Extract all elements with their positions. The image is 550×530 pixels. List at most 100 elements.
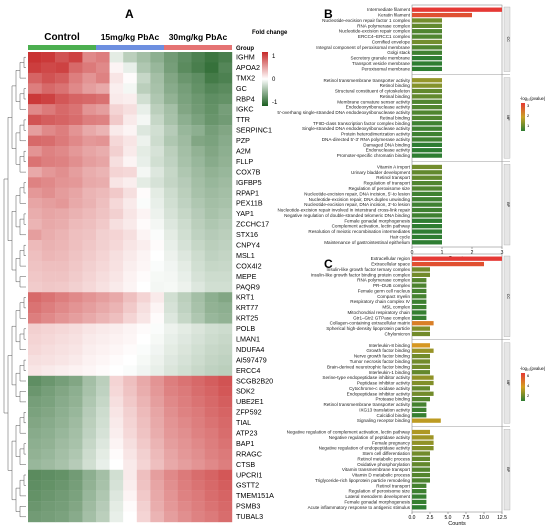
heatmap-cell xyxy=(204,250,219,262)
dendrogram-branch xyxy=(19,276,26,288)
heatmap-cell xyxy=(41,448,56,460)
heatmap-cell xyxy=(191,344,205,356)
heatmap-cell xyxy=(123,166,137,178)
heatmap-cell xyxy=(150,469,165,481)
heatmap-cell xyxy=(123,250,137,262)
heatmap-cell xyxy=(218,334,233,345)
dendrogram-branch xyxy=(11,325,16,386)
heatmap-cell xyxy=(68,344,83,356)
heatmap-cell xyxy=(218,386,233,397)
heatmap-cell xyxy=(109,302,124,314)
heatmap-cell xyxy=(96,459,110,470)
go-bar xyxy=(412,218,442,223)
heatmap-cell xyxy=(164,83,178,94)
heatmap-cell xyxy=(164,219,178,230)
heatmap-cell xyxy=(109,292,124,303)
dendrogram-branch xyxy=(23,213,26,225)
heatmap-cell xyxy=(55,323,69,335)
heatmap-cell xyxy=(204,375,219,387)
heatmap-cell xyxy=(204,260,219,272)
go-bar xyxy=(412,446,434,451)
heatmap-cell xyxy=(96,104,110,115)
heatmap-cell xyxy=(55,407,69,418)
go-bar xyxy=(412,402,427,407)
heatmap-cell xyxy=(204,417,219,429)
go-bar xyxy=(412,499,427,505)
heatmap-cell xyxy=(28,208,42,220)
heatmap-cell xyxy=(164,438,178,450)
gene-label: APOA2 xyxy=(236,63,260,72)
go-bar xyxy=(412,343,430,348)
heatmap-cell xyxy=(123,93,137,105)
heatmap-cell xyxy=(123,292,137,303)
heatmap-cell xyxy=(164,146,178,157)
heatmap-cell xyxy=(136,281,151,293)
heatmap-cell xyxy=(82,187,97,199)
go-term-label: Damaged DNA binding xyxy=(363,142,410,147)
heatmap-cell xyxy=(204,208,219,220)
dendrogram-branch xyxy=(3,178,8,414)
heatmap-cell xyxy=(82,292,97,303)
go-term-label: Female gonadal morphogenesis xyxy=(344,218,410,223)
heatmap-cell xyxy=(68,240,83,251)
heatmap-cell xyxy=(123,365,137,376)
heatmap-cell xyxy=(109,428,124,439)
go-bar xyxy=(412,23,442,28)
heatmap-cell xyxy=(41,396,56,408)
x-tick-label: 0.0 xyxy=(409,515,416,521)
pvalue-tick: 2 xyxy=(527,393,530,398)
heatmap-cell xyxy=(41,177,56,188)
heatmap-cell xyxy=(218,417,233,429)
heatmap-cell xyxy=(82,219,97,230)
heatmap-cell xyxy=(41,72,56,84)
gene-label: UPCRI1 xyxy=(236,470,262,479)
heatmap-cell xyxy=(204,490,219,502)
heatmap-cell xyxy=(218,344,233,356)
heatmap-cell xyxy=(177,114,192,126)
heatmap-cell xyxy=(164,229,178,241)
group-label-1: 15mg/kg PbAc xyxy=(101,32,160,42)
fold-change-tick: 1 xyxy=(272,54,276,60)
heatmap-cell xyxy=(96,281,110,293)
heatmap-cell xyxy=(218,459,233,470)
heatmap-cell xyxy=(164,313,178,324)
go-bar xyxy=(412,148,442,153)
heatmap-cell xyxy=(68,72,83,84)
go-bar xyxy=(412,456,430,462)
go-term-label: Negative regulation of peptidase activit… xyxy=(329,435,411,440)
go-bar xyxy=(412,364,430,370)
heatmap-cell xyxy=(204,177,219,188)
heatmap-cell xyxy=(68,501,83,512)
dendrogram-branch xyxy=(19,391,26,403)
heatmap-cell xyxy=(109,177,124,188)
heatmap-cell xyxy=(41,313,56,324)
heatmap-cell xyxy=(96,125,110,136)
heatmap-cell xyxy=(136,480,151,491)
heatmap-cell xyxy=(109,459,124,470)
heatmap-cell xyxy=(82,177,97,188)
heatmap-cell xyxy=(164,428,178,439)
gene-label: NDUFA4 xyxy=(236,345,264,354)
go-term-label: Retinol transmembrane transporter activi… xyxy=(323,402,410,407)
go-bar xyxy=(412,288,427,294)
x-tick-label: 3 xyxy=(501,250,504,256)
heatmap-cell xyxy=(55,344,69,356)
heatmap-cell xyxy=(82,72,97,84)
heatmap-cell xyxy=(109,229,124,241)
heatmap-cell xyxy=(150,83,165,94)
heatmap-cell xyxy=(41,365,56,376)
heatmap-cell xyxy=(164,198,178,209)
heatmap-cell xyxy=(177,281,192,293)
go-term-label: Extracellular region xyxy=(371,256,411,261)
heatmap-cell xyxy=(55,281,69,293)
panel-label-c: C xyxy=(324,257,333,271)
go-term-label: Insulin-like growth factor binding prote… xyxy=(311,272,411,277)
gene-label: GSTT2 xyxy=(236,481,259,490)
heatmap-cell xyxy=(204,187,219,199)
go-term-label: Acute inflammatory response to antigenic… xyxy=(308,505,411,510)
heatmap-cell xyxy=(150,250,165,262)
heatmap-cell xyxy=(177,501,192,512)
heatmap-cell xyxy=(177,396,192,408)
heatmap-cell xyxy=(150,292,165,303)
heatmap-cell xyxy=(28,459,42,470)
